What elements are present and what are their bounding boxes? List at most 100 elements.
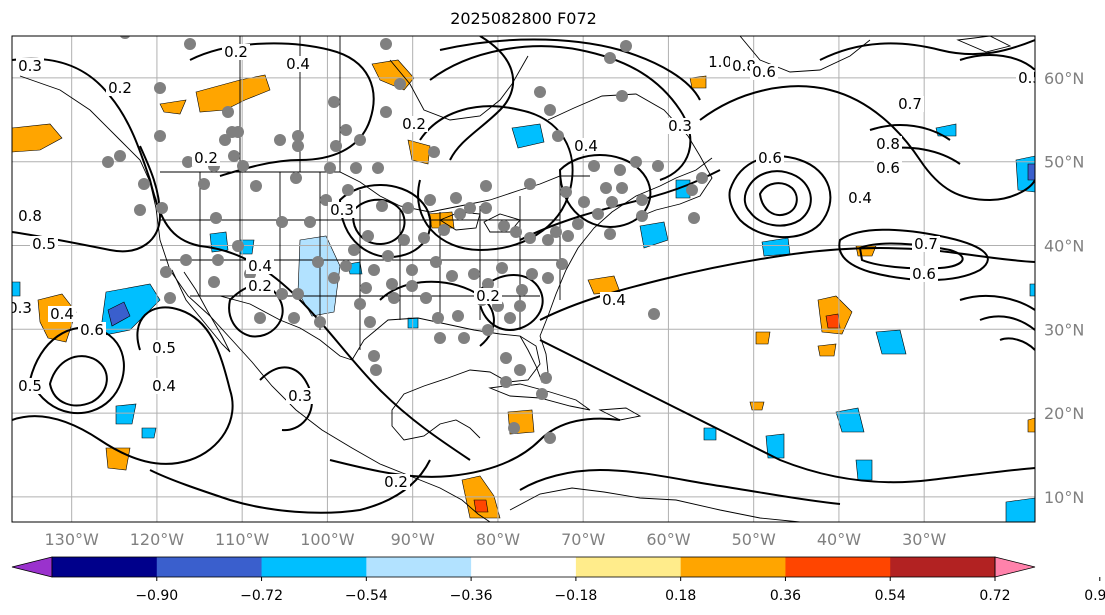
station-dot	[544, 432, 556, 444]
contour-line-11	[429, 45, 692, 181]
shade-blue-atlantic-se1	[835, 407, 865, 433]
shade-orange-bc	[159, 99, 187, 115]
contour-label-bg	[150, 378, 178, 394]
station-dot	[292, 130, 304, 142]
colorbar-tick-label: −0.36	[450, 588, 493, 604]
colorbar-bin	[261, 557, 367, 577]
contour-label-bg	[910, 266, 938, 282]
station-dot	[600, 182, 612, 194]
shade-blue-atlantic-se2	[765, 433, 785, 459]
station-dot	[290, 172, 302, 184]
station-dot	[376, 200, 388, 212]
lat-label: 20°N	[1044, 404, 1084, 423]
station-dot	[180, 254, 192, 266]
station-dot	[458, 332, 470, 344]
coast-baja	[171, 269, 231, 353]
station-dot	[222, 106, 234, 118]
station-dot	[360, 282, 372, 294]
shade-blue-colorado	[209, 231, 229, 253]
station-dot	[406, 264, 418, 276]
colorbar-tick-label: 0.36	[770, 588, 801, 604]
coast-hispaniola	[598, 407, 642, 421]
contour-label: 0.6	[80, 321, 104, 339]
station-dot	[350, 162, 362, 174]
contour-label: 0.2	[402, 115, 426, 133]
station-dot	[696, 172, 708, 184]
contour-label-bg	[16, 208, 44, 224]
station-dot	[482, 278, 494, 290]
station-dot	[616, 182, 628, 194]
contour-label: 0.4	[848, 189, 872, 207]
contour-label-bg	[106, 80, 134, 96]
station-dot	[164, 292, 176, 304]
station-dot	[198, 178, 210, 190]
station-dot	[614, 164, 626, 176]
station-dot	[464, 202, 476, 214]
contour-line-14	[558, 154, 652, 228]
station-dot	[524, 178, 536, 190]
station-dot	[114, 150, 126, 162]
contour-label: 0.3	[8, 299, 32, 317]
station-dots	[102, 36, 708, 444]
contour-label: 0.4	[50, 305, 74, 323]
contour-label: 0.7	[898, 95, 922, 113]
map-frame	[11, 35, 1036, 523]
map-title: 2025082800 F072	[450, 9, 597, 28]
contour-label: 0.2	[384, 473, 408, 491]
colorbar-tick-label: 0.54	[875, 588, 906, 604]
shade-red-atlantic-mid	[825, 313, 841, 329]
lon-label: 80°W	[476, 530, 520, 549]
contour-label-bg	[246, 278, 274, 294]
colorbar-bin	[52, 557, 158, 577]
map-background	[12, 36, 1035, 522]
shade-orange-small-4	[1027, 417, 1035, 433]
station-dot	[496, 262, 508, 274]
colorbar-tick-label: 0.90	[1084, 588, 1105, 604]
station-dot	[274, 134, 286, 146]
shade-orange-canada-west	[195, 74, 271, 113]
station-dot	[550, 226, 562, 238]
coast-south-america	[509, 487, 801, 522]
contour-label: 0.2	[194, 149, 218, 167]
station-dot	[254, 312, 266, 324]
latitude-labels: 10°N 20°N 30°N 40°N 50°N 60°N	[1044, 69, 1084, 507]
shade-orange-pacific-nw	[12, 123, 63, 153]
station-dot	[604, 52, 616, 64]
station-dot	[430, 256, 442, 268]
station-dot	[354, 298, 366, 310]
contour-label-bg	[912, 236, 940, 252]
station-dot	[232, 240, 244, 252]
shade-blue-atlantic-se4	[1005, 497, 1035, 522]
contour-line-6	[149, 459, 431, 514]
contour-label-bg	[192, 150, 220, 166]
lat-label: 60°N	[1044, 69, 1084, 88]
contour-line-32	[329, 417, 621, 478]
contour-line-26	[999, 337, 1035, 351]
station-dot	[542, 272, 554, 284]
shade-orange-small-2	[755, 331, 771, 345]
station-dot	[276, 216, 288, 228]
station-dot	[208, 276, 220, 288]
lon-label: 50°W	[732, 530, 776, 549]
lat-label: 40°N	[1044, 236, 1084, 255]
shade-blue-small-7	[141, 427, 157, 439]
contour-line-25	[979, 315, 1035, 331]
station-dot	[630, 156, 642, 168]
station-dot	[434, 332, 446, 344]
station-dot	[636, 194, 648, 206]
station-dot	[524, 232, 536, 244]
coast-greenland	[739, 36, 871, 73]
colorbar-bin	[156, 557, 263, 577]
station-dot	[362, 230, 374, 242]
station-dot	[354, 134, 366, 146]
contour-label-bg	[756, 150, 784, 166]
grid-lines	[12, 36, 1035, 522]
border-us-mexico	[190, 295, 353, 361]
station-dot	[340, 260, 352, 272]
station-dot	[340, 124, 352, 136]
station-dot	[428, 146, 440, 158]
contour-label-bg	[286, 388, 314, 404]
contour-label-bg	[400, 116, 428, 132]
station-dot	[500, 376, 512, 388]
station-dot	[292, 140, 304, 152]
